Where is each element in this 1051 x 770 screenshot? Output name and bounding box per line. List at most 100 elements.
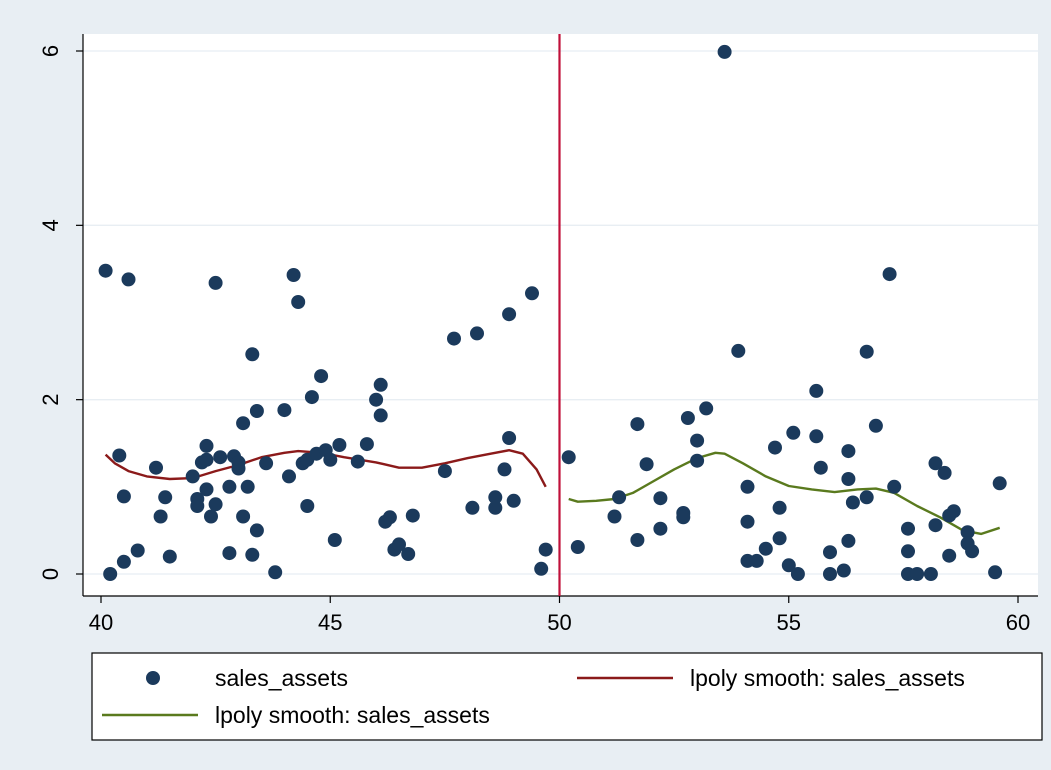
scatter-point-98 bbox=[772, 531, 787, 546]
scatter-point-48 bbox=[327, 533, 342, 547]
y-tick-label-2: 2 bbox=[38, 394, 63, 406]
scatter-point-102 bbox=[809, 383, 824, 398]
x-tick-label-60: 60 bbox=[1006, 610, 1030, 635]
scatter-point-87 bbox=[690, 453, 705, 468]
scatter-point-65 bbox=[488, 500, 503, 515]
scatter-point-90 bbox=[731, 343, 746, 358]
smooth-line-right bbox=[568, 451, 1001, 536]
scatter-point-122 bbox=[928, 518, 943, 533]
scatter-point-5 bbox=[121, 272, 136, 287]
scatter-point-50 bbox=[350, 454, 365, 469]
scatter-point-101 bbox=[790, 567, 805, 581]
scatter-point-96 bbox=[768, 440, 782, 455]
scatter-point-2 bbox=[112, 448, 127, 463]
scatter-point-111 bbox=[845, 495, 860, 510]
scatter-point-33 bbox=[249, 404, 264, 418]
scatter-point-92 bbox=[740, 514, 755, 529]
y-tick-label-4: 4 bbox=[38, 219, 63, 231]
scatter-point-130 bbox=[965, 544, 980, 559]
scatter-point-74 bbox=[561, 450, 576, 465]
scatter-point-30 bbox=[245, 347, 260, 362]
scatter-point-51 bbox=[359, 437, 374, 452]
scatter-point-79 bbox=[630, 533, 645, 547]
scatter-point-9 bbox=[158, 490, 173, 505]
scatter-point-27 bbox=[236, 416, 251, 431]
scatter-point-52 bbox=[369, 392, 384, 407]
scatter-point-60 bbox=[405, 508, 420, 523]
legend: sales_assets lpoly smooth: sales_assets … bbox=[91, 652, 1043, 741]
scatter-point-99 bbox=[781, 558, 796, 573]
legend-label-smooth-right: lpoly smooth: sales_assets bbox=[215, 702, 490, 728]
scatter-point-82 bbox=[653, 491, 668, 506]
scatter-point-68 bbox=[502, 431, 517, 445]
scatter-point-70 bbox=[506, 493, 521, 508]
scatter-point-59 bbox=[401, 547, 416, 561]
legend-label-scatter: sales_assets bbox=[215, 665, 348, 691]
scatter-point-35 bbox=[268, 565, 283, 580]
scatter-point-128 bbox=[960, 525, 975, 540]
scatter-point-103 bbox=[809, 429, 824, 444]
scatter-point-132 bbox=[992, 476, 1007, 491]
scatter-point-69 bbox=[502, 307, 517, 322]
scatter-point-85 bbox=[680, 411, 695, 425]
scatter-point-10 bbox=[162, 549, 177, 564]
scatter-point-43 bbox=[304, 390, 319, 405]
scatter-point-13 bbox=[190, 499, 205, 513]
scatter-point-54 bbox=[373, 408, 388, 423]
scatter-point-86 bbox=[690, 433, 705, 448]
legend-box bbox=[91, 652, 1043, 741]
scatter-point-108 bbox=[841, 444, 856, 459]
scatter-point-81 bbox=[653, 521, 668, 536]
scatter-point-114 bbox=[868, 418, 883, 433]
scatter-point-91 bbox=[740, 479, 755, 494]
scatter-points bbox=[98, 44, 1007, 581]
scatter-point-80 bbox=[639, 457, 654, 472]
y-tick-label-6: 6 bbox=[38, 45, 63, 57]
scatter-point-67 bbox=[497, 462, 512, 477]
scatter-point-95 bbox=[758, 541, 773, 556]
scatter-point-127 bbox=[946, 504, 961, 519]
scatter-point-72 bbox=[534, 561, 549, 576]
scatter-point-22 bbox=[222, 479, 237, 494]
scatter-point-34 bbox=[259, 456, 274, 471]
scatter-point-16 bbox=[199, 438, 214, 453]
scatter-point-58 bbox=[392, 537, 406, 552]
scatter-point-89 bbox=[717, 44, 732, 59]
scatter-point-7 bbox=[149, 460, 163, 475]
scatter-point-118 bbox=[901, 544, 915, 559]
legend-marker-scatter bbox=[146, 671, 160, 685]
x-tick-label-40: 40 bbox=[89, 610, 113, 635]
legend-label-smooth-left: lpoly smooth: sales_assets bbox=[690, 665, 965, 691]
scatter-point-26 bbox=[231, 455, 246, 470]
scatter-point-105 bbox=[823, 567, 837, 581]
scatter-point-75 bbox=[570, 540, 585, 554]
scatter-point-66 bbox=[488, 490, 503, 505]
scatter-point-104 bbox=[813, 460, 828, 475]
scatter-point-113 bbox=[859, 490, 874, 505]
scatter-point-4 bbox=[116, 554, 131, 569]
scatter-point-121 bbox=[923, 567, 938, 581]
scatter-point-76 bbox=[607, 509, 622, 524]
scatter-point-115 bbox=[882, 267, 897, 282]
scatter-point-112 bbox=[859, 344, 874, 359]
scatter-point-84 bbox=[676, 510, 691, 525]
scatter-point-117 bbox=[901, 521, 915, 536]
scatter-point-107 bbox=[836, 563, 851, 578]
scatter-point-18 bbox=[204, 509, 218, 524]
scatter-point-47 bbox=[323, 452, 338, 467]
scatter-point-94 bbox=[749, 553, 764, 568]
x-tick-label-55: 55 bbox=[777, 610, 801, 635]
scatter-point-3 bbox=[116, 489, 131, 504]
scatter-point-23 bbox=[222, 546, 237, 561]
scatter-point-38 bbox=[286, 268, 301, 282]
scatter-point-0 bbox=[98, 263, 113, 278]
scatter-point-61 bbox=[437, 464, 452, 479]
scatter-point-120 bbox=[910, 567, 925, 581]
scatter-point-64 bbox=[470, 326, 484, 341]
scatter-point-73 bbox=[538, 542, 553, 557]
scatter-point-49 bbox=[332, 438, 347, 452]
scatter-point-28 bbox=[236, 509, 251, 524]
scatter-point-17 bbox=[199, 482, 214, 497]
scatter-point-63 bbox=[465, 500, 480, 515]
